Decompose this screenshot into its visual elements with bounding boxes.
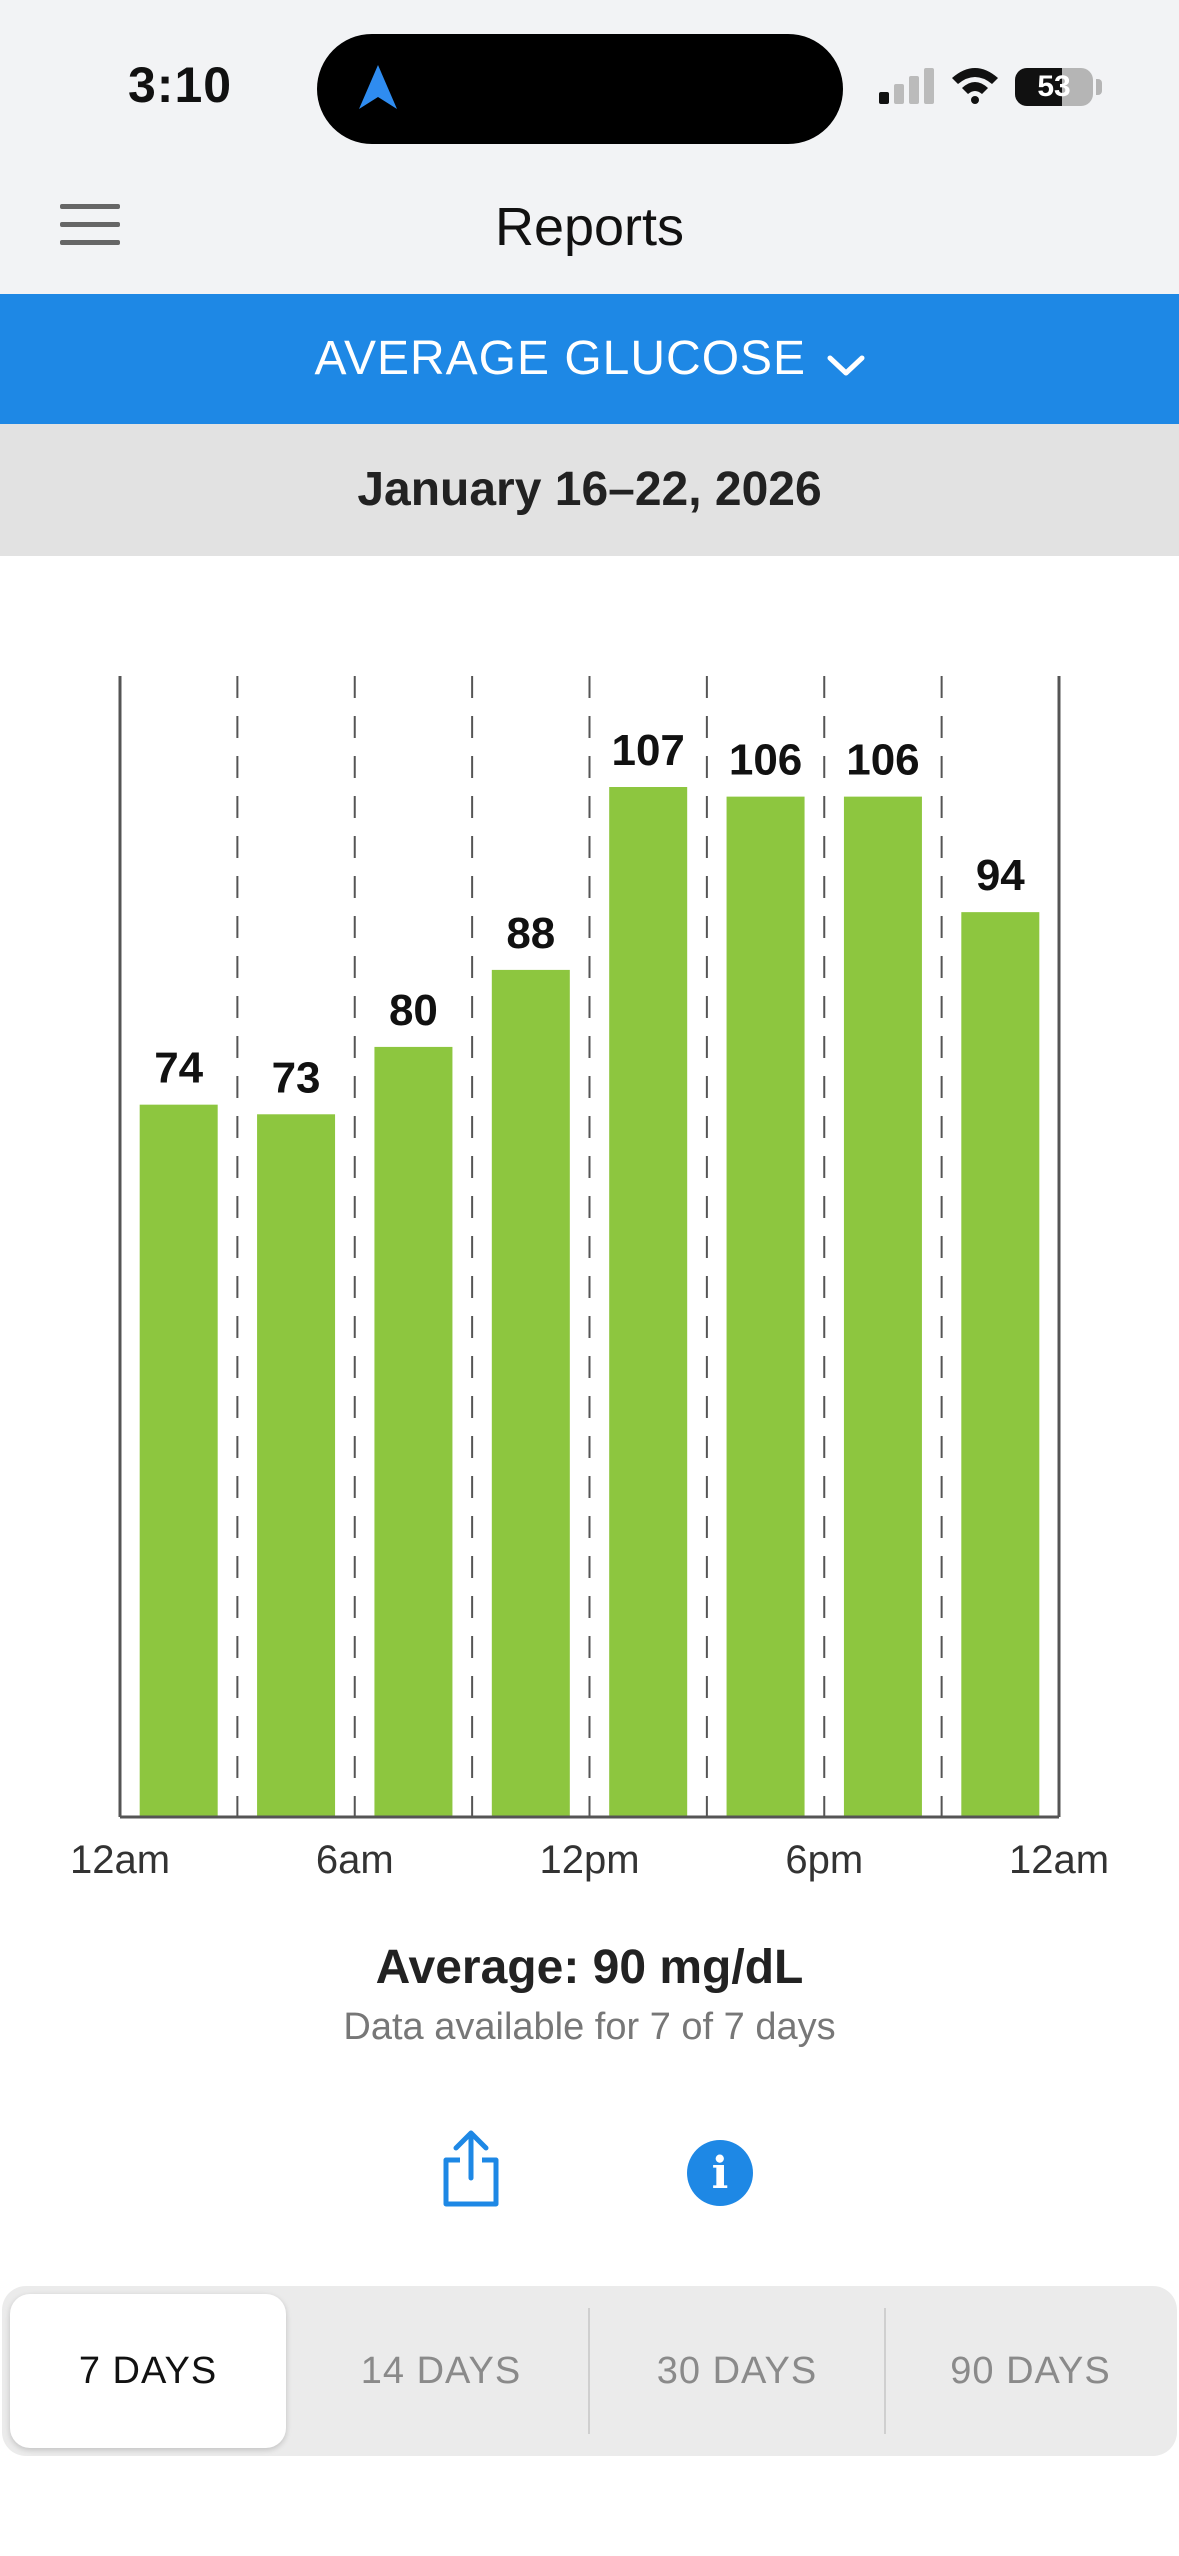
tab-14-days[interactable]: 14 DAYS — [360, 2350, 522, 2392]
bar — [726, 796, 805, 1817]
report-type-dropdown[interactable]: AVERAGE GLUCOSE — [0, 294, 1179, 424]
bar-value-label: 106 — [729, 736, 802, 785]
bar-value-label: 107 — [611, 726, 684, 775]
status-time: 3:10 — [128, 57, 233, 113]
average-value: Average: 90 mg/dL — [375, 1941, 804, 1994]
date-range-bar: January 16–22, 2026 — [0, 424, 1179, 556]
battery-level: 53 — [1037, 70, 1071, 103]
hamburger-menu-icon[interactable] — [60, 204, 120, 254]
range-segmented-control: 7 DAYS 14 DAYS 30 DAYS 90 DAYS — [2, 2286, 1177, 2456]
segment-divider — [588, 2308, 590, 2434]
bar-value-label: 106 — [846, 736, 919, 785]
info-icon[interactable]: i — [687, 2140, 753, 2206]
dynamic-island — [317, 34, 843, 144]
info-glyph: i — [711, 2148, 729, 2199]
x-tick-label: 12am — [1009, 1838, 1109, 1882]
status-bar: 3:10 53 — [0, 0, 1179, 170]
tab-7-days[interactable]: 7 DAYS — [10, 2294, 286, 2448]
bar-value-label: 80 — [389, 986, 438, 1035]
x-tick-label: 6am — [316, 1838, 394, 1882]
tab-90-days[interactable]: 90 DAYS — [950, 2350, 1111, 2392]
report-type-label: AVERAGE GLUCOSE — [314, 332, 807, 385]
bar — [609, 787, 688, 1817]
bar — [961, 912, 1040, 1817]
bar-value-label: 88 — [506, 909, 555, 958]
bar-value-label: 74 — [154, 1044, 203, 1093]
bar — [257, 1114, 336, 1817]
battery-tip — [1096, 79, 1102, 95]
x-tick-label: 12am — [70, 1838, 170, 1882]
bar-value-label: 73 — [272, 1053, 321, 1102]
average-glucose-chart: 74 73 80 88 107 106 106 94 12am 6am 12pm 6pm 12am — [70, 676, 1109, 1882]
x-tick-label: 6pm — [785, 1838, 863, 1882]
bar — [374, 1046, 453, 1817]
data-availability: Data available for 7 of 7 days — [343, 2006, 836, 2048]
date-range: January 16–22, 2026 — [357, 463, 822, 516]
tab-30-days[interactable]: 30 DAYS — [656, 2350, 818, 2392]
location-arrow-icon — [359, 65, 397, 109]
cellular-signal-icon — [879, 68, 934, 104]
battery-icon: 53 — [1015, 68, 1093, 106]
page-title: Reports — [494, 197, 685, 257]
wifi-icon — [952, 68, 998, 104]
segment-divider — [884, 2308, 886, 2434]
chevron-down-icon — [827, 355, 865, 376]
bar — [139, 1104, 218, 1817]
bar — [843, 796, 922, 1817]
share-icon[interactable] — [438, 2128, 504, 2210]
x-tick-label: 12pm — [539, 1838, 639, 1882]
nav-bar: Reports — [0, 170, 1179, 294]
bar — [491, 969, 570, 1817]
bar-value-label: 94 — [976, 851, 1025, 900]
